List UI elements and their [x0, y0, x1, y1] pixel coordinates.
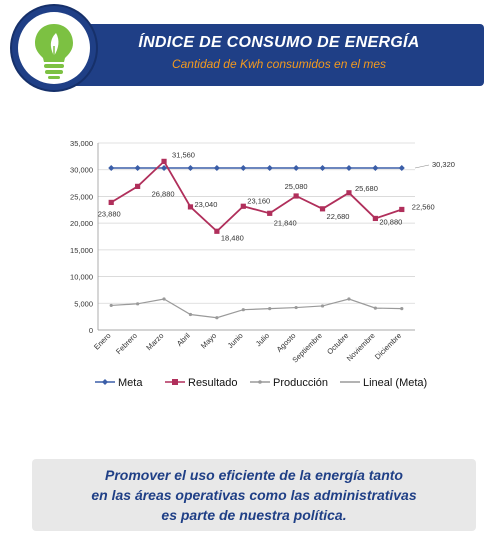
meta-point [398, 165, 405, 172]
page-title: ÍNDICE DE CONSUMO DE ENERGÍA [138, 34, 420, 51]
y-tick-label: 25,000 [70, 192, 93, 201]
legend-label: Lineal (Meta) [363, 377, 427, 389]
resultado-point [293, 193, 299, 199]
header: ÍNDICE DE CONSUMO DE ENERGÍA Cantidad de… [12, 6, 488, 90]
resultado-data-label: 18,480 [221, 233, 244, 242]
resultado-data-label: 20,880 [379, 217, 402, 226]
x-tick-label: Junio [226, 331, 245, 350]
footer-line-2: en las áreas operativas como las adminis… [91, 487, 417, 503]
footer-line-3: es parte de nuestra política. [161, 507, 347, 523]
resultado-point [240, 203, 246, 209]
x-tick-label: Enero [92, 331, 113, 352]
policy-footer: Promover el uso eficiente de la energía … [32, 459, 476, 531]
legend-marker [172, 379, 178, 385]
resultado-data-label: 25,680 [355, 184, 378, 193]
produccion-point [162, 297, 166, 301]
y-tick-label: 20,000 [70, 219, 93, 228]
meta-point [187, 165, 194, 172]
y-tick-label: 35,000 [70, 139, 93, 148]
meta-annotation-label: 30,320 [432, 160, 455, 169]
series-produccion-line [111, 298, 402, 319]
series-resultado-line [110, 159, 403, 233]
produccion-point [373, 306, 377, 310]
resultado-point [267, 210, 273, 216]
logo [12, 6, 96, 90]
produccion-point [268, 307, 272, 311]
x-tick-label: Diciembre [373, 331, 403, 361]
meta-point [372, 165, 379, 172]
x-tick-label: Febrero [114, 331, 139, 356]
footer-line-1: Promover el uso eficiente de la energía … [105, 467, 403, 483]
resultado-data-label: 22,560 [412, 202, 435, 211]
resultado-point [135, 183, 141, 189]
title-banner: ÍNDICE DE CONSUMO DE ENERGÍA Cantidad de… [74, 24, 484, 86]
chart: 0 5,000 10,000 15,000 20,000 25,000 30,000 35,0… [40, 130, 490, 400]
produccion-point [241, 308, 245, 312]
resultado-point [399, 206, 405, 213]
x-tick-label: Agosto [275, 331, 298, 354]
x-tick-label: Abril [175, 331, 192, 348]
resultado-point [187, 204, 194, 210]
resultado-data-label: 31,560 [172, 150, 195, 159]
x-tick-label: Octubre [325, 331, 350, 356]
meta-point [108, 165, 115, 172]
produccion-point [400, 307, 404, 311]
resultado-point [214, 228, 220, 234]
resultado-point [108, 199, 114, 206]
resultado-data-label: 22,680 [327, 212, 350, 221]
y-tick-label: 10,000 [70, 273, 93, 282]
resultado-data-label: 23,040 [194, 200, 217, 209]
meta-point [319, 165, 326, 172]
x-tick-label: Julio [254, 331, 271, 348]
resultado-point [346, 190, 352, 196]
lightbulb-leaf-icon [35, 24, 73, 79]
resultado-data-label: 25,080 [285, 182, 308, 191]
produccion-point [215, 316, 219, 320]
produccion-point [109, 303, 113, 308]
meta-annotation-leader [414, 164, 430, 169]
x-tick-label: Mayo [199, 331, 218, 350]
y-tick-label: 0 [89, 326, 93, 335]
meta-point [161, 165, 168, 172]
produccion-point [188, 312, 193, 317]
y-tick-label: 5,000 [74, 299, 93, 308]
meta-point [240, 165, 247, 172]
resultado-point [372, 215, 378, 222]
legend-label: Producción [273, 377, 328, 389]
x-tick-label: Marzo [144, 331, 165, 352]
resultado-point [319, 206, 326, 212]
meta-point [266, 165, 273, 172]
legend-label: Meta [118, 377, 143, 389]
produccion-point [347, 297, 351, 301]
meta-point [213, 165, 220, 172]
produccion-point [320, 304, 325, 308]
meta-point [293, 165, 300, 172]
page-subtitle: Cantidad de Kwh consumidos en el mes [171, 57, 387, 71]
meta-point [134, 165, 141, 172]
resultado-data-label: 23,880 [98, 209, 121, 218]
resultado-data-label: 26,880 [152, 189, 175, 198]
x-tick-label: Noviembre [345, 331, 377, 363]
y-tick-label: 30,000 [70, 166, 93, 175]
meta-point [345, 165, 352, 172]
y-tick-label: 15,000 [70, 246, 93, 255]
resultado-data-label: 21,840 [274, 218, 297, 227]
legend-marker [102, 379, 108, 385]
legend-label: Resultado [188, 377, 238, 389]
resultado-data-label: 23,160 [247, 196, 270, 205]
legend-marker [258, 380, 262, 384]
resultado-point [161, 158, 167, 164]
produccion-point [136, 302, 140, 306]
consumption-line-chart: 0 5,000 10,000 15,000 20,000 25,000 30,000 35,0… [70, 139, 455, 389]
produccion-point [294, 305, 298, 310]
